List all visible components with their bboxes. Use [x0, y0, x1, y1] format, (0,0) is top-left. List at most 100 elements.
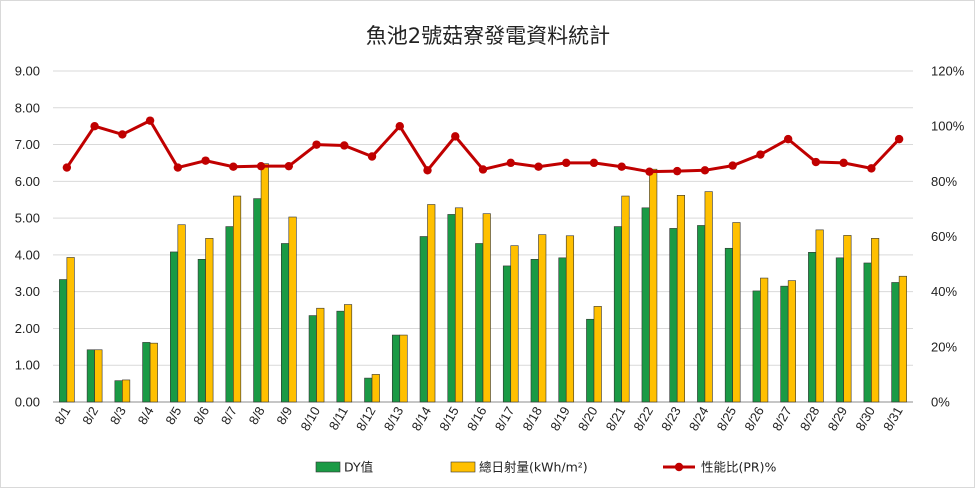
pr-point	[534, 162, 543, 171]
x-tick-label: 8/10	[297, 404, 323, 433]
pr-point	[395, 121, 404, 131]
pr-line	[65, 118, 901, 174]
legend-label: 性能比(PR)%	[701, 460, 776, 475]
x-tick-label: 8/23	[658, 404, 684, 433]
pr-point	[506, 158, 515, 168]
bar-dy	[114, 380, 123, 403]
legend-item: 性能比(PR)%	[663, 460, 776, 475]
y-left-tick-label: 3.00	[15, 284, 40, 299]
pr-point	[617, 162, 626, 171]
x-tick-label: 8/9	[273, 404, 295, 427]
pr-point	[284, 161, 294, 171]
x-tick-label: 8/19	[547, 404, 573, 433]
bar-irradiance	[760, 277, 769, 403]
x-tick-label: 8/7	[218, 404, 240, 427]
pr-point	[672, 166, 682, 176]
bar-dy	[197, 259, 206, 403]
bar-dy	[669, 228, 678, 403]
pr-point	[173, 163, 183, 172]
x-tick-label: 8/6	[190, 404, 212, 427]
pr-point	[700, 166, 710, 175]
y-left-tick-label: 6.00	[15, 174, 40, 189]
pr-point	[340, 141, 349, 150]
pr-point	[312, 140, 321, 149]
x-tick-label: 8/5	[162, 404, 184, 427]
y-left-tick-label: 1.00	[15, 358, 40, 373]
x-tick-label: 8/2	[79, 404, 101, 427]
bar-dy	[752, 290, 761, 403]
bar-irradiance	[343, 304, 353, 403]
bar-dy	[891, 282, 900, 403]
pr-point	[728, 161, 737, 170]
bar-irradiance	[122, 379, 131, 403]
bar-irradiance	[871, 238, 880, 403]
bar-irradiance	[843, 235, 852, 403]
y-right-tick-label: 0%	[931, 395, 950, 410]
bar-dy	[724, 247, 733, 403]
y-left-tick-label: 7.00	[15, 137, 40, 152]
pr-point	[367, 152, 377, 161]
pr-point	[589, 158, 599, 168]
x-tick-label: 8/12	[353, 404, 379, 433]
bar-irradiance	[371, 374, 380, 403]
bar-dy	[253, 198, 262, 403]
bar-irradiance	[149, 342, 158, 403]
bar-irradiance	[482, 213, 491, 403]
y-right-tick-label: 60%	[931, 229, 957, 244]
bar-irradiance	[454, 207, 464, 403]
pr-point	[811, 157, 821, 167]
bar-irradiance	[205, 238, 214, 403]
x-tick-label: 8/13	[381, 404, 407, 433]
x-tick-label: 8/25	[714, 404, 740, 433]
bar-dy	[502, 265, 512, 403]
pr-point	[867, 164, 876, 173]
legend-swatch	[315, 461, 341, 473]
y-right-tick-label: 120%	[931, 64, 965, 79]
x-tick-label: 8/20	[575, 404, 601, 433]
bar-dy	[697, 225, 706, 403]
x-tick-label: 8/30	[852, 404, 878, 433]
y-right-tick-label: 100%	[931, 119, 965, 134]
bar-dy	[863, 262, 872, 403]
bar-dy	[336, 310, 345, 403]
bar-dy	[780, 285, 789, 403]
x-tick-label: 8/15	[436, 404, 462, 433]
pr-point	[756, 150, 765, 159]
x-tick-label: 8/14	[408, 404, 434, 433]
bar-irradiance	[260, 163, 269, 403]
y-right-tick-label: 80%	[931, 174, 957, 189]
bar-irradiance	[898, 275, 907, 403]
pr-point	[90, 121, 99, 131]
y-right-tick-label: 20%	[931, 339, 957, 354]
legend-label: DY值	[344, 460, 373, 475]
bar-irradiance	[288, 216, 297, 403]
bar-dy	[142, 342, 151, 403]
bar-dy	[835, 257, 844, 403]
legend-item: DY值	[315, 460, 373, 475]
bar-dy	[86, 349, 95, 403]
bar-irradiance	[177, 224, 186, 403]
bar-irradiance	[593, 306, 602, 403]
x-tick-label: 8/11	[326, 404, 351, 433]
bar-dy	[419, 236, 428, 403]
chart-title: 魚池2號菇寮發電資料統計	[366, 24, 610, 48]
bar-dy	[558, 257, 567, 403]
bar-dy	[475, 243, 484, 403]
y-left-tick-label: 2.00	[15, 321, 40, 336]
bar-dy	[586, 318, 595, 403]
x-tick-label: 8/17	[492, 404, 518, 433]
bar-irradiance	[815, 229, 824, 403]
pr-point	[118, 130, 127, 139]
legend-swatch	[450, 461, 476, 473]
pr-point	[839, 158, 848, 168]
bar-irradiance	[399, 334, 408, 403]
legend-label: 總日射量(kWh/m²)	[479, 460, 588, 475]
bar-irradiance	[621, 195, 630, 403]
bar-irradiance	[316, 307, 325, 403]
bar-irradiance	[427, 204, 436, 403]
pr-point	[783, 134, 793, 144]
x-tick-label: 8/27	[769, 404, 795, 433]
x-tick-label: 8/21	[603, 404, 629, 433]
x-tick-label: 8/4	[135, 404, 157, 427]
